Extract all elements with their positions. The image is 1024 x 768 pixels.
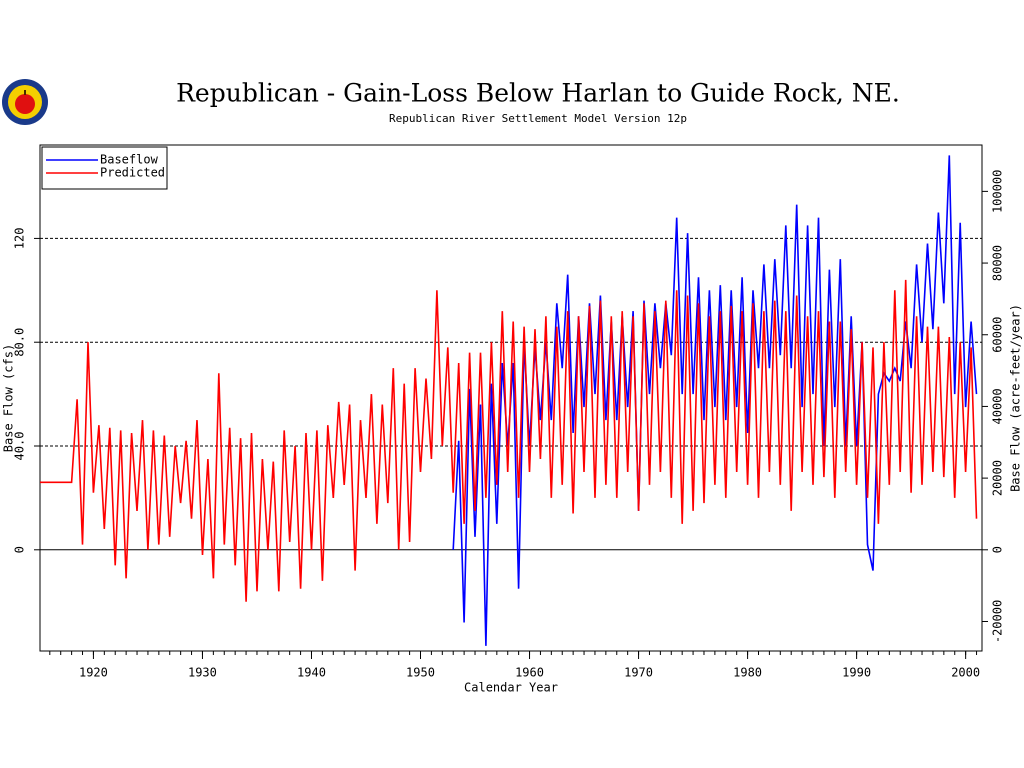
y2-tick-label: 20000: [991, 460, 1005, 496]
logo: [2, 79, 48, 125]
y-tick-label: 120: [13, 228, 27, 250]
legend-label: Baseflow: [100, 153, 159, 167]
x-tick-label: 1940: [297, 666, 326, 680]
x-tick-label: 1920: [79, 666, 108, 680]
plot-frame: [39, 144, 983, 652]
y2-tick-label: 0: [991, 546, 1005, 553]
chart-subtitle: Republican River Settlement Model Versio…: [389, 112, 687, 125]
x-tick-label: 1930: [188, 666, 217, 680]
y2-tick-label: 80000: [991, 245, 1005, 281]
x-tick-label: 1970: [624, 666, 653, 680]
y2-axis-label: Base Flow (acre-feet/year): [1009, 304, 1023, 492]
y-tick-label: 40.0: [13, 432, 27, 461]
series-line: [452, 155, 978, 646]
x-tick-label: 2000: [951, 666, 980, 680]
series-line: [40, 279, 978, 602]
y2-tick-label: 40000: [991, 388, 1005, 424]
legend-label: Predicted: [100, 166, 165, 180]
x-tick-label: 1960: [515, 666, 544, 680]
chart-title: Republican - Gain-Loss Below Harlan to G…: [176, 79, 900, 108]
y-tick-label: 0: [13, 546, 27, 553]
y2-tick-label: 100000: [991, 170, 1005, 213]
x-tick-label: 1990: [842, 666, 871, 680]
legend-box: [41, 146, 168, 190]
y-tick-label: 80.0: [13, 328, 27, 357]
y-axis-label: Base Flow (cfs): [2, 344, 16, 452]
x-axis-label: Calendar Year: [464, 681, 558, 695]
y2-tick-label: -20000: [991, 600, 1005, 643]
x-tick-label: 1950: [406, 666, 435, 680]
x-tick-label: 1980: [733, 666, 762, 680]
y2-tick-label: 60000: [991, 317, 1005, 353]
